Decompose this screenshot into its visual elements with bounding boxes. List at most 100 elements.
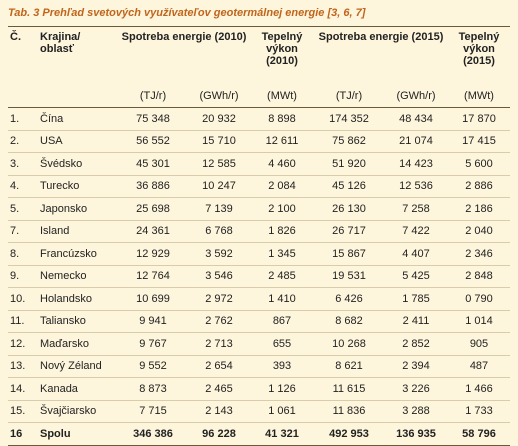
table-cell: 3 226 — [384, 377, 448, 401]
table-cell: 5. — [8, 197, 38, 221]
table-title: Tab. 3 Prehľad svetových využívateľov ge… — [8, 7, 366, 19]
table-cell: Island — [38, 220, 118, 243]
table-cell: 1 785 — [384, 287, 448, 311]
total-cell: 58 796 — [448, 422, 510, 446]
table-cell: 7 258 — [384, 197, 448, 221]
table-row: 12. Maďarsko 9 767 2 713 655 10 268 2 852 905 — [8, 332, 510, 356]
table-cell: 14 423 — [384, 152, 448, 176]
table-cell: 11 836 — [314, 400, 384, 423]
table-cell: 1 014 — [448, 310, 510, 333]
table-cell: 1 061 — [250, 400, 314, 423]
table-cell: 10 247 — [188, 175, 250, 198]
table-cell: 11. — [8, 310, 38, 333]
table-cell: 17 415 — [448, 130, 510, 153]
table-cell: 2 465 — [188, 377, 250, 401]
table-row: 15. Švajčiarsko 7 715 2 143 1 061 11 836 3 288… — [8, 400, 510, 423]
table-cell: Švédsko — [38, 152, 118, 176]
unit-cell: (GWh/r) — [188, 85, 250, 108]
header-cell: Tepelný výkon (2015) — [448, 26, 510, 85]
table-body: 1. Čína 75 348 20 932 8 898 174 352 48 434 17 8… — [8, 107, 510, 446]
table-cell: 2 100 — [250, 197, 314, 221]
table-cell: 36 886 — [118, 175, 188, 198]
table-cell: 8 621 — [314, 355, 384, 378]
table-cell: 17 870 — [448, 107, 510, 131]
data-table: Č. Krajina/ oblasť Spotreba energie (201… — [8, 26, 510, 446]
table-cell: 9. — [8, 265, 38, 288]
table-cell: 2 972 — [188, 287, 250, 311]
table-cell: 24 361 — [118, 220, 188, 243]
table-row: 8. Francúzsko 12 929 3 592 1 345 15 867 4 407 2… — [8, 242, 510, 266]
table-cell: 174 352 — [314, 107, 384, 131]
table-row: 3. Švédsko 45 301 12 585 4 460 51 920 14 423 5 … — [8, 152, 510, 176]
table-cell: 0 790 — [448, 287, 510, 311]
header-cell: Spotreba energie (2015) — [314, 26, 448, 85]
table-cell: 75 348 — [118, 107, 188, 131]
table-cell: 1 126 — [250, 377, 314, 401]
table-cell: 1 826 — [250, 220, 314, 243]
table-cell: Francúzsko — [38, 242, 118, 266]
table-cell: Nový Zéland — [38, 355, 118, 378]
table-cell: 867 — [250, 310, 314, 333]
table-cell: 2 852 — [384, 332, 448, 356]
table-cell: Maďarsko — [38, 332, 118, 356]
table-cell: Nemecko — [38, 265, 118, 288]
table-row: 7. Island 24 361 6 768 1 826 26 717 7 422 2 040 — [8, 220, 510, 243]
table-cell: 75 862 — [314, 130, 384, 153]
table-cell: 6 426 — [314, 287, 384, 311]
header-cell: Č. — [8, 26, 38, 85]
table-cell: 12 536 — [384, 175, 448, 198]
table-cell: 4 407 — [384, 242, 448, 266]
table-cell: 8 682 — [314, 310, 384, 333]
table-cell: 2 394 — [384, 355, 448, 378]
table-cell: 5 600 — [448, 152, 510, 176]
table-cell: 2 186 — [448, 197, 510, 221]
table-cell: 9 941 — [118, 310, 188, 333]
table-row: 14. Kanada 8 873 2 465 1 126 11 615 3 226 1 466 — [8, 377, 510, 401]
table-cell: 51 920 — [314, 152, 384, 176]
total-cell: 16 — [8, 422, 38, 446]
table-cell: 25 698 — [118, 197, 188, 221]
header-cell: Tepelný výkon (2010) — [250, 26, 314, 85]
table-cell: 48 434 — [384, 107, 448, 131]
header-row: Č. Krajina/ oblasť Spotreba energie (201… — [8, 26, 510, 85]
unit-cell: (MWt) — [250, 85, 314, 108]
table-cell: Taliansko — [38, 310, 118, 333]
table-cell: 1 345 — [250, 242, 314, 266]
table-row: 13. Nový Zéland 9 552 2 654 393 8 621 2 394 487 — [8, 355, 510, 378]
table-cell: 2 886 — [448, 175, 510, 198]
table-cell: 13. — [8, 355, 38, 378]
table-cell: 45 126 — [314, 175, 384, 198]
table-cell: 655 — [250, 332, 314, 356]
table-cell: 56 552 — [118, 130, 188, 153]
table-cell: 5 425 — [384, 265, 448, 288]
table-cell: 3 546 — [188, 265, 250, 288]
table-row: 1. Čína 75 348 20 932 8 898 174 352 48 434 17 8… — [8, 107, 510, 131]
table-cell: 9 552 — [118, 355, 188, 378]
table-cell: 12 585 — [188, 152, 250, 176]
table-cell: 2 346 — [448, 242, 510, 266]
table-cell: 12 764 — [118, 265, 188, 288]
table-cell: 8. — [8, 242, 38, 266]
table-cell: 20 932 — [188, 107, 250, 131]
table-cell: 2 762 — [188, 310, 250, 333]
table-cell: USA — [38, 130, 118, 153]
table-cell: 14. — [8, 377, 38, 401]
table-cell: 12 929 — [118, 242, 188, 266]
table-cell: 1 410 — [250, 287, 314, 311]
units-row: (TJ/r) (GWh/r) (MWt) (TJ/r) (GWh/r) (MWt) — [8, 85, 510, 108]
table-cell: 7 715 — [118, 400, 188, 423]
table-cell: 1. — [8, 107, 38, 131]
table-cell: 2 654 — [188, 355, 250, 378]
table-cell: 15 867 — [314, 242, 384, 266]
table-cell: 7 422 — [384, 220, 448, 243]
table-cell: 2 713 — [188, 332, 250, 356]
table-cell: 10 699 — [118, 287, 188, 311]
table-cell: 19 531 — [314, 265, 384, 288]
table-row: 10. Holandsko 10 699 2 972 1 410 6 426 1 785 0 … — [8, 287, 510, 311]
table-cell: 7. — [8, 220, 38, 243]
table-cell: 3 592 — [188, 242, 250, 266]
table-cell: 10 268 — [314, 332, 384, 356]
table-cell: 8 873 — [118, 377, 188, 401]
unit-cell: (MWt) — [448, 85, 510, 108]
